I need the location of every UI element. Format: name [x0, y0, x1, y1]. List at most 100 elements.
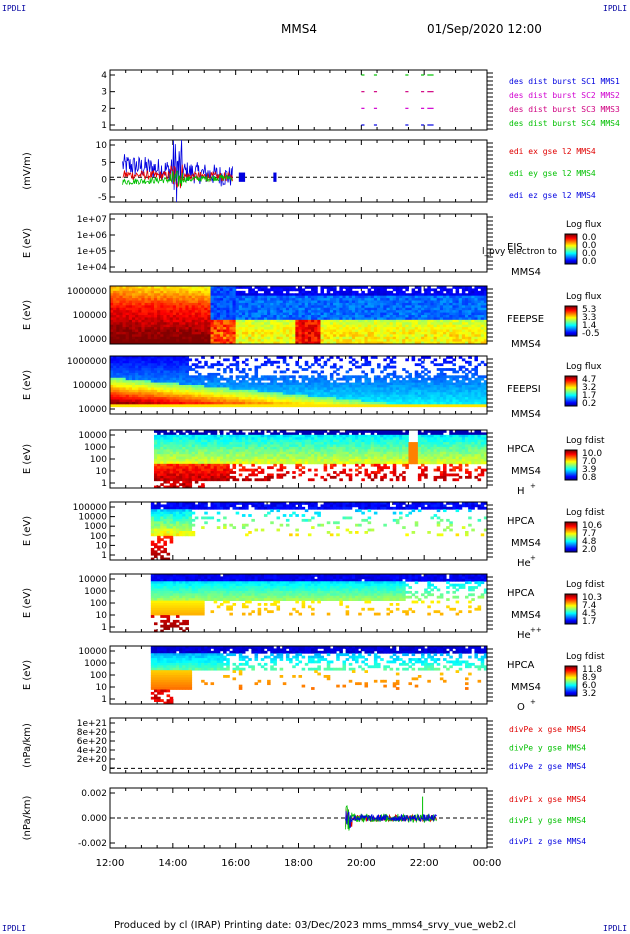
heatmap-cell: [144, 399, 149, 403]
heatmap-cell: [257, 305, 262, 309]
colorbar-cell: [565, 306, 577, 308]
heatmap-cell: [317, 331, 321, 335]
heatmap-cell: [323, 317, 328, 321]
heatmap-cell: [383, 397, 387, 400]
heatmap-cell: [229, 377, 233, 381]
heatmap-cell: [289, 324, 293, 328]
heatmap-cell: [377, 300, 381, 304]
heatmap-cell: [270, 319, 274, 323]
heatmap-cell: [188, 319, 193, 323]
heatmap-cell: [282, 370, 287, 374]
heatmap-cell: [216, 317, 221, 321]
heatmap-cell: [342, 389, 347, 393]
heatmap-cell: [113, 322, 117, 326]
heatmap-cell: [144, 293, 149, 297]
colorbar-cell: [565, 391, 577, 393]
heatmap-cell: [119, 310, 123, 313]
heatmap-cell: [185, 385, 189, 388]
heatmap-cell: [232, 295, 237, 299]
heatmap-cell: [188, 380, 193, 383]
heatmap-cell: [226, 392, 230, 396]
heatmap-cell: [276, 307, 281, 311]
heatmap-cell: [367, 290, 372, 294]
heatmap-cell: [254, 298, 259, 301]
heatmap-cell: [477, 336, 482, 340]
colorbar-cell: [565, 307, 577, 309]
heatmap-cell: [323, 380, 328, 383]
heatmap-cell: [128, 363, 133, 367]
heatmap-cell: [223, 288, 227, 292]
heatmap-cell: [175, 331, 180, 335]
heatmap-cell: [377, 329, 381, 333]
heatmap-cell: [348, 336, 353, 340]
heatmap-cell: [207, 290, 211, 294]
heatmap-cell: [182, 317, 186, 321]
heatmap-cell: [279, 305, 284, 309]
heatmap-cell: [188, 387, 193, 391]
heatmap-cell: [292, 404, 296, 408]
heatmap-cell: [395, 307, 400, 311]
heatmap-cell: [383, 312, 387, 316]
heatmap-cell: [361, 341, 365, 345]
heatmap-cell: [443, 312, 447, 316]
heatmap-cell: [455, 310, 460, 313]
heatmap-cell: [289, 298, 293, 301]
heatmap-cell: [329, 312, 334, 316]
heatmap-cell: [314, 341, 318, 345]
heatmap-cell: [430, 327, 434, 330]
heatmap-cell: [185, 288, 189, 292]
heatmap-cell: [392, 401, 397, 405]
heatmap-cell: [219, 300, 224, 304]
heatmap-cell: [402, 307, 406, 311]
heatmap-cell: [257, 310, 262, 313]
heatmap-cell: [336, 336, 340, 340]
heatmap-cell: [323, 387, 328, 391]
heatmap-cell: [336, 312, 340, 316]
heatmap-cell: [113, 356, 117, 359]
heatmap-cell: [399, 387, 403, 391]
heatmap-cell: [358, 375, 362, 379]
heatmap-cell: [392, 382, 397, 386]
heatmap-cell: [317, 319, 321, 323]
heatmap-cell: [260, 363, 265, 367]
heatmap-cell: [408, 341, 412, 345]
heatmap-cell: [257, 298, 262, 301]
heatmap-cell: [229, 315, 233, 318]
heatmap-cell: [150, 397, 155, 400]
heatmap-cell: [188, 305, 193, 309]
heatmap-cell: [355, 385, 359, 388]
heatmap-cell: [326, 358, 331, 362]
colorbar-cell: [565, 257, 577, 259]
heatmap-cell: [219, 286, 224, 289]
heatmap-cell: [326, 310, 331, 313]
heatmap-cell: [471, 324, 475, 328]
heatmap-cell: [370, 401, 375, 405]
heatmap-cell: [163, 385, 167, 388]
heatmap-cell: [311, 380, 315, 383]
heatmap-cell: [248, 327, 252, 330]
heatmap-cell: [219, 329, 224, 333]
heatmap-cell: [257, 329, 262, 333]
heatmap-cell: [138, 385, 142, 388]
heatmap-cell: [411, 339, 416, 342]
heatmap-cell: [157, 329, 161, 333]
heatmap-cell: [424, 312, 428, 316]
heatmap-cell: [465, 293, 469, 297]
heatmap-cell: [131, 368, 136, 371]
heatmap-cell: [424, 341, 428, 345]
heatmap-cell: [455, 319, 460, 323]
heatmap-cell: [443, 319, 447, 323]
heatmap-cell: [270, 380, 274, 383]
heatmap-cell: [122, 341, 127, 345]
colorbar-cell: [565, 404, 577, 406]
heatmap-cell: [160, 295, 164, 299]
heatmap-cell: [351, 382, 356, 386]
heatmap-cell: [414, 363, 419, 367]
heatmap-cell: [427, 385, 431, 388]
heatmap-cell: [311, 370, 315, 374]
heatmap-cell: [329, 404, 334, 408]
heatmap-cell: [175, 387, 180, 391]
heatmap-cell: [279, 339, 284, 342]
heatmap-cell: [427, 339, 431, 342]
heatmap-cell: [348, 360, 353, 364]
